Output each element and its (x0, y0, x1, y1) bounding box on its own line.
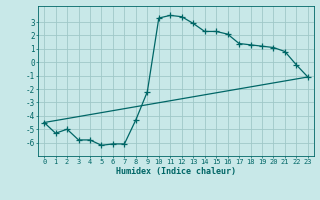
X-axis label: Humidex (Indice chaleur): Humidex (Indice chaleur) (116, 167, 236, 176)
